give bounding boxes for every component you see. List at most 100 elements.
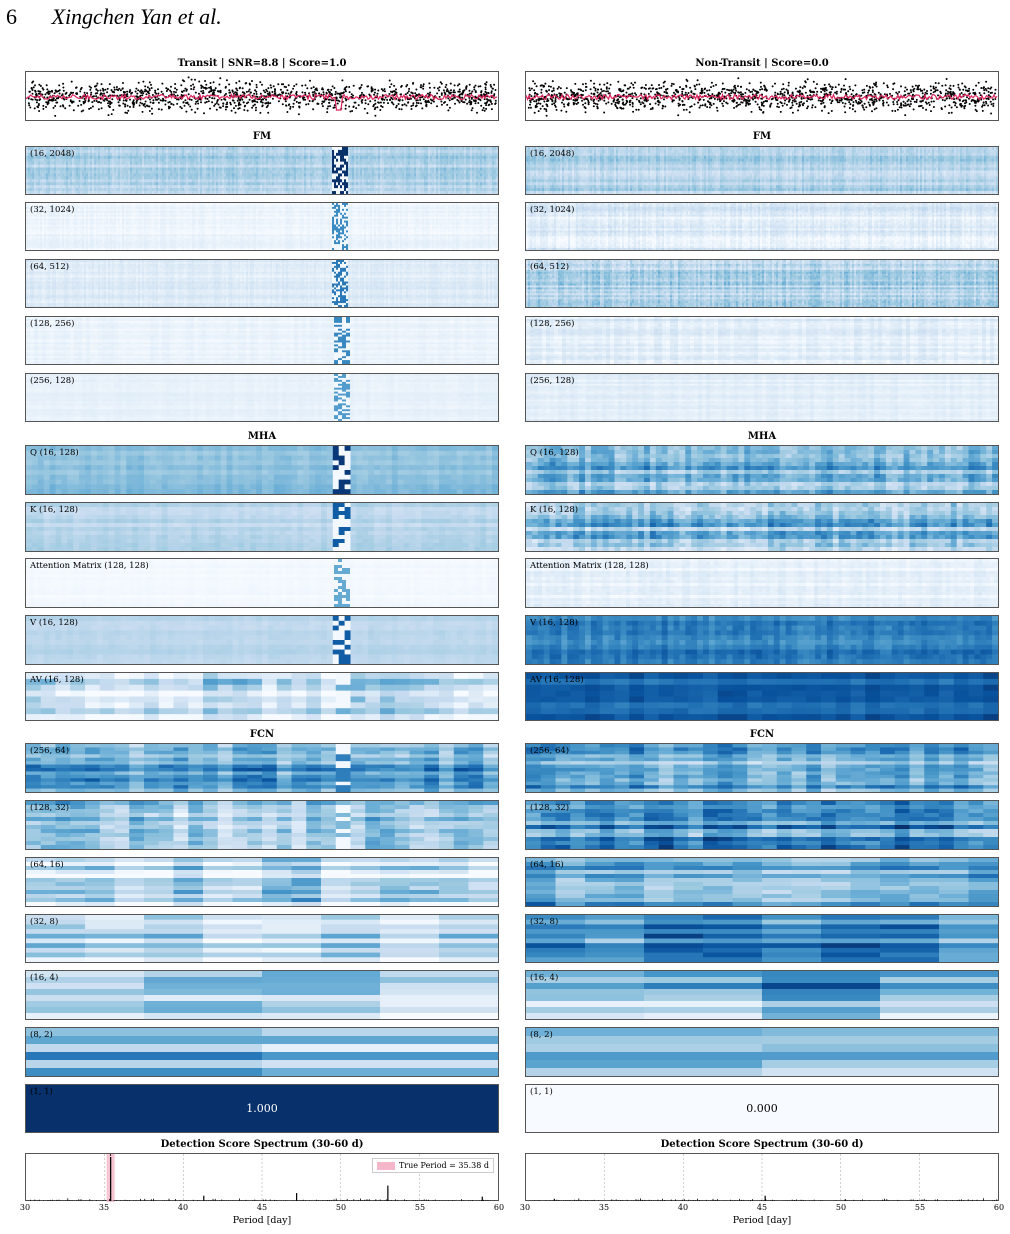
heatmap-cell bbox=[342, 152, 345, 157]
flux-point bbox=[387, 102, 389, 105]
heatmap-cell bbox=[488, 176, 491, 180]
heatmap-cell bbox=[64, 155, 67, 160]
flux-point bbox=[100, 83, 103, 86]
heatmap-cell bbox=[456, 179, 459, 183]
heatmap-cell bbox=[366, 176, 369, 180]
heatmap-cell bbox=[456, 182, 459, 186]
heatmap-cell bbox=[98, 191, 101, 194]
flux-point bbox=[194, 111, 197, 114]
heatmap-cell bbox=[490, 158, 493, 163]
heatmap-cell bbox=[194, 191, 197, 194]
heatmap-cell bbox=[188, 188, 191, 192]
heatmap-cell bbox=[290, 176, 293, 180]
heatmap-cell bbox=[108, 158, 111, 163]
flux-point bbox=[167, 101, 170, 104]
heatmap-cell bbox=[84, 179, 87, 183]
heatmap-cell bbox=[216, 191, 219, 194]
flux-point bbox=[485, 107, 488, 110]
heatmap-cell bbox=[214, 167, 217, 172]
transit-column: Transit | SNR=8.8 | Score=1.0 FM (16, 20… bbox=[20, 0, 504, 1234]
heatmap-cell bbox=[492, 176, 495, 180]
heatmap-cell bbox=[358, 147, 361, 151]
heatmap-cell bbox=[152, 155, 155, 160]
heatmap-cell bbox=[110, 158, 113, 163]
heatmap-cell bbox=[214, 176, 217, 180]
heatmap-cell bbox=[490, 188, 493, 192]
heatmap-cell bbox=[320, 176, 323, 180]
heatmap-cell bbox=[118, 152, 121, 157]
heatmap-cell bbox=[264, 158, 267, 163]
heatmap-cell bbox=[158, 176, 161, 180]
heatmap-cell bbox=[196, 152, 199, 157]
heatmap-cell bbox=[58, 188, 61, 192]
heatmap-cell bbox=[270, 179, 273, 183]
heatmap-cell bbox=[258, 176, 261, 180]
heatmap-cell bbox=[114, 155, 117, 160]
flux-point bbox=[146, 86, 149, 89]
heatmap-cell bbox=[236, 158, 239, 163]
heatmap-cell bbox=[214, 185, 217, 189]
heatmap-cell bbox=[102, 170, 105, 175]
heatmap-cell bbox=[110, 147, 113, 151]
heatmap-cell bbox=[40, 179, 43, 183]
heatmap-cell bbox=[366, 161, 369, 166]
heatmap-cell bbox=[404, 164, 407, 169]
heatmap-cell bbox=[80, 147, 83, 151]
heatmap-cell bbox=[396, 170, 399, 175]
heatmap-cell bbox=[280, 155, 283, 160]
heatmap-cell bbox=[256, 170, 259, 175]
heatmap-cell bbox=[454, 161, 457, 166]
heatmap-cell bbox=[252, 164, 255, 169]
heatmap-cell bbox=[328, 185, 331, 189]
heatmap-cell bbox=[36, 147, 39, 151]
flux-point bbox=[337, 92, 340, 95]
heatmap-cell bbox=[244, 170, 247, 175]
heatmap-cell bbox=[28, 188, 31, 192]
heatmap-cell bbox=[390, 164, 393, 169]
heatmap-cell bbox=[396, 182, 399, 186]
heatmap-cell bbox=[362, 158, 365, 163]
heatmap-cell bbox=[142, 182, 145, 186]
flux-point bbox=[164, 99, 167, 102]
heatmap-cell bbox=[446, 147, 449, 151]
heatmap-cell bbox=[44, 149, 47, 154]
heatmap-cell bbox=[282, 152, 285, 157]
heatmap-cell bbox=[318, 170, 321, 175]
heatmap-cell bbox=[392, 176, 395, 180]
heatmap-cell bbox=[272, 182, 275, 186]
flux-point bbox=[239, 86, 241, 89]
heatmap-cell bbox=[370, 149, 373, 154]
flux-point bbox=[117, 89, 120, 92]
heatmap-cell bbox=[218, 149, 221, 154]
heatmap-cell bbox=[418, 155, 421, 160]
flux-point bbox=[265, 88, 268, 91]
heatmap-cell bbox=[448, 179, 451, 183]
heatmap-cell bbox=[292, 161, 295, 166]
heatmap-cell bbox=[222, 155, 225, 160]
heatmap-cell bbox=[204, 158, 207, 163]
fm-map-1: (16, 2048) bbox=[25, 146, 499, 195]
heatmap-cell bbox=[324, 179, 327, 183]
heatmap-cell bbox=[442, 158, 445, 163]
heatmap-cell bbox=[32, 179, 35, 183]
heatmap-cell bbox=[140, 149, 143, 154]
heatmap-cell bbox=[288, 167, 291, 172]
heatmap-cell bbox=[424, 185, 427, 189]
heatmap-cell bbox=[326, 152, 329, 157]
heatmap-cell bbox=[290, 155, 293, 160]
heatmap-cell bbox=[430, 164, 433, 169]
flux-point bbox=[458, 83, 461, 86]
heatmap-cell bbox=[410, 188, 413, 192]
heatmap-cell bbox=[102, 155, 105, 160]
heatmap-cell bbox=[384, 179, 387, 183]
heatmap-cell bbox=[162, 191, 165, 194]
heatmap-cell bbox=[480, 185, 483, 189]
flux-point bbox=[54, 114, 57, 117]
flux-point bbox=[141, 102, 144, 105]
heatmap-cell bbox=[426, 182, 429, 186]
heatmap-cell bbox=[90, 188, 93, 192]
heatmap-cell bbox=[104, 188, 107, 192]
heatmap-cell bbox=[284, 176, 287, 180]
flux-point bbox=[256, 101, 259, 104]
flux-point bbox=[354, 101, 357, 104]
